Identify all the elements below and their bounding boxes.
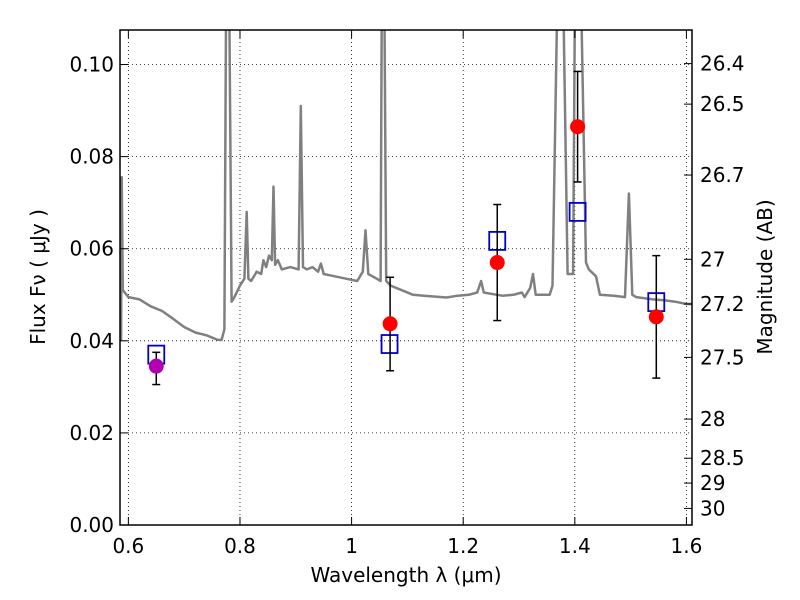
right-tick-label: 27.2 (700, 292, 745, 316)
model-spectrum-line (120, 30, 692, 342)
x-tick-label: 1 (345, 534, 358, 558)
axis-ticks: 0.6 0.8 1 1.2 1.4 1.6 0.00 0.02 0.04 0.06 0.08 0.10… (69, 30, 745, 558)
y-tick-label: 0.10 (69, 53, 114, 77)
observed-photometry-point (648, 309, 664, 325)
x-tick-label: 0.8 (224, 534, 256, 558)
y-tick-label: 0.00 (69, 513, 114, 537)
right-tick-label: 26.4 (700, 52, 745, 76)
observed-photometry-point (382, 316, 398, 332)
observed-photometry-point (148, 358, 164, 374)
observed-photometry-point (489, 255, 505, 271)
plot-frame (119, 29, 693, 526)
y-axis-label: Flux Fν ( μJy ) (26, 209, 50, 345)
right-tick-label: 28 (700, 407, 725, 431)
right-tick-label: 30 (700, 496, 725, 520)
right-tick-label: 27.5 (700, 345, 745, 369)
right-tick-label: 27 (700, 247, 725, 271)
y-tick-label: 0.06 (69, 237, 114, 261)
x-tick-label: 1.4 (559, 534, 591, 558)
y-tick-label: 0.08 (69, 145, 114, 169)
right-tick-label: 26.7 (700, 163, 745, 187)
grid (120, 30, 692, 526)
x-tick-label: 1.6 (671, 534, 703, 558)
y-tick-label: 0.04 (69, 329, 114, 353)
x-tick-label: 0.6 (112, 534, 144, 558)
right-tick-label: 26.5 (700, 92, 745, 116)
model-photometry-point (568, 201, 587, 222)
x-axis-label: Wavelength λ (μm) (310, 563, 501, 587)
right-axis-label: Magnitude (AB) (753, 199, 777, 354)
right-tick-label: 29 (700, 471, 725, 495)
observed-photometry-point (570, 119, 586, 135)
plot-area (120, 30, 692, 386)
right-tick-label: 28.5 (700, 446, 745, 470)
x-tick-label: 1.2 (447, 534, 479, 558)
y-tick-label: 0.02 (69, 421, 114, 445)
